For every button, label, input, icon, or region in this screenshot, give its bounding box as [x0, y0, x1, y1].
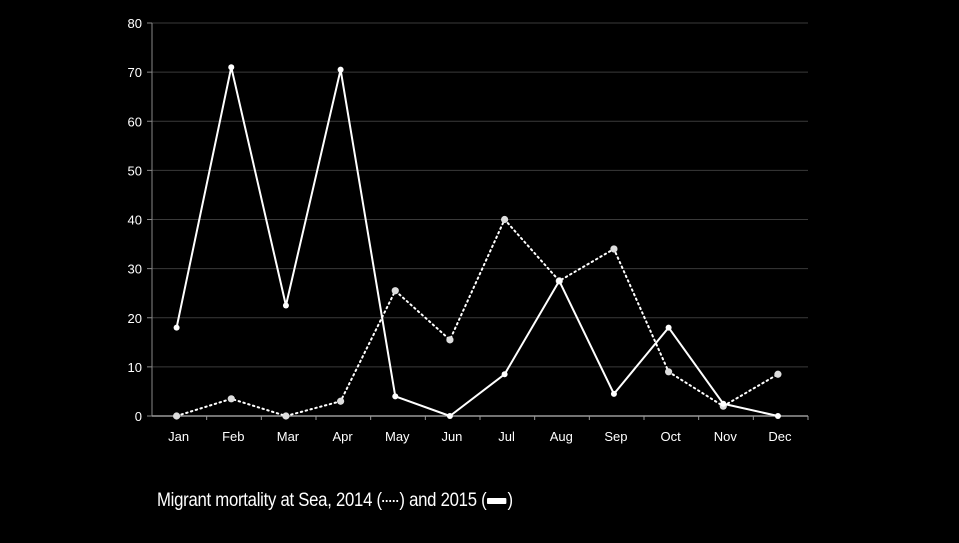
point-2014-dec: [774, 370, 782, 378]
series-line-2015: [175, 66, 779, 417]
point-2014-oct: [665, 368, 673, 376]
y-tick-label: 70: [128, 65, 142, 80]
point-2015-sep: [610, 390, 617, 397]
point-2015-mar: [282, 302, 289, 309]
point-2015-feb: [228, 64, 235, 71]
x-tick-label-sep: Sep: [604, 429, 627, 444]
caption-text-3: ): [507, 490, 514, 511]
y-tick-label: 0: [135, 409, 142, 424]
y-tick-label: 20: [128, 311, 142, 326]
legend-2014-dotted-swatch: [382, 499, 399, 502]
y-tick-label: 50: [128, 163, 142, 178]
x-tick-label-mar: Mar: [277, 429, 300, 444]
y-tick-label: 30: [128, 262, 142, 277]
x-tick-label-jun: Jun: [441, 429, 462, 444]
y-tick-label: 40: [128, 213, 142, 228]
x-tick-label-aug: Aug: [550, 429, 573, 444]
y-tick-label: 60: [128, 114, 142, 129]
chart-caption: Migrant mortality at Sea, 2014 ( ) and 20…: [157, 490, 513, 512]
x-tick-label-jan: Jan: [168, 429, 189, 444]
x-tick-label-may: May: [385, 429, 410, 444]
x-tick-label-nov: Nov: [714, 429, 738, 444]
caption-text-2: ) and 2015 (: [399, 490, 487, 511]
y-tick-label: 80: [128, 16, 142, 31]
point-2014-jul: [501, 215, 509, 224]
legend-2015-solid-swatch: [487, 497, 507, 504]
point-2015-aug: [556, 277, 563, 284]
point-2014-feb: [227, 395, 235, 403]
x-tick-label-oct: Oct: [660, 429, 681, 444]
point-2014-jun: [446, 336, 454, 344]
point-2015-dec: [774, 413, 781, 419]
x-tick-label-feb: Feb: [222, 429, 244, 444]
point-2014-mar: [282, 412, 290, 420]
x-tick-label-apr: Apr: [332, 429, 353, 444]
x-tick-label-dec: Dec: [768, 429, 792, 444]
point-2015-apr: [337, 66, 344, 73]
point-2015-jul: [501, 371, 508, 378]
series-line-2014: [175, 218, 779, 417]
point-2014-jan: [173, 412, 181, 420]
point-2014-apr: [337, 397, 345, 405]
point-2015-nov: [720, 400, 727, 407]
point-2015-may: [392, 393, 399, 400]
y-tick-label: 10: [128, 360, 142, 375]
x-tick-label-jul: Jul: [498, 429, 515, 444]
point-2015-jun: [446, 413, 453, 419]
point-2014-sep: [610, 245, 618, 253]
caption-text-1: Migrant mortality at Sea, 2014 (: [157, 490, 382, 511]
point-2015-oct: [665, 324, 672, 331]
point-2014-may: [391, 287, 399, 295]
point-2015-jan: [173, 324, 180, 331]
